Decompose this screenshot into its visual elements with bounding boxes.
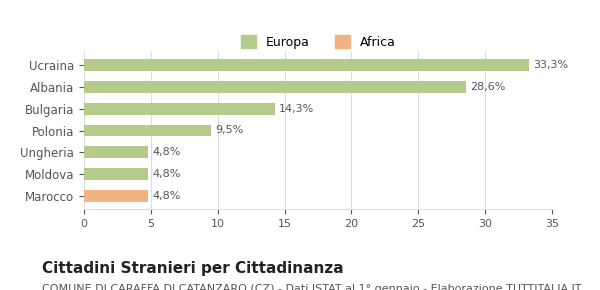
Bar bbox=[84, 59, 529, 71]
Text: 4,8%: 4,8% bbox=[152, 191, 181, 201]
Legend: Europa, Africa: Europa, Africa bbox=[236, 30, 400, 54]
Bar bbox=[84, 81, 466, 93]
Bar bbox=[84, 190, 148, 202]
Text: 4,8%: 4,8% bbox=[152, 169, 181, 179]
Text: 14,3%: 14,3% bbox=[279, 104, 314, 114]
Bar bbox=[84, 168, 148, 180]
Text: 33,3%: 33,3% bbox=[533, 60, 568, 70]
Bar bbox=[84, 103, 275, 115]
Bar bbox=[84, 146, 148, 158]
Text: 4,8%: 4,8% bbox=[152, 147, 181, 157]
Bar bbox=[84, 124, 211, 137]
Text: Cittadini Stranieri per Cittadinanza: Cittadini Stranieri per Cittadinanza bbox=[42, 261, 344, 276]
Text: 28,6%: 28,6% bbox=[470, 82, 506, 92]
Text: COMUNE DI CARAFFA DI CATANZARO (CZ) - Dati ISTAT al 1° gennaio - Elaborazione TU: COMUNE DI CARAFFA DI CATANZARO (CZ) - Da… bbox=[42, 284, 581, 290]
Text: 9,5%: 9,5% bbox=[215, 126, 243, 135]
